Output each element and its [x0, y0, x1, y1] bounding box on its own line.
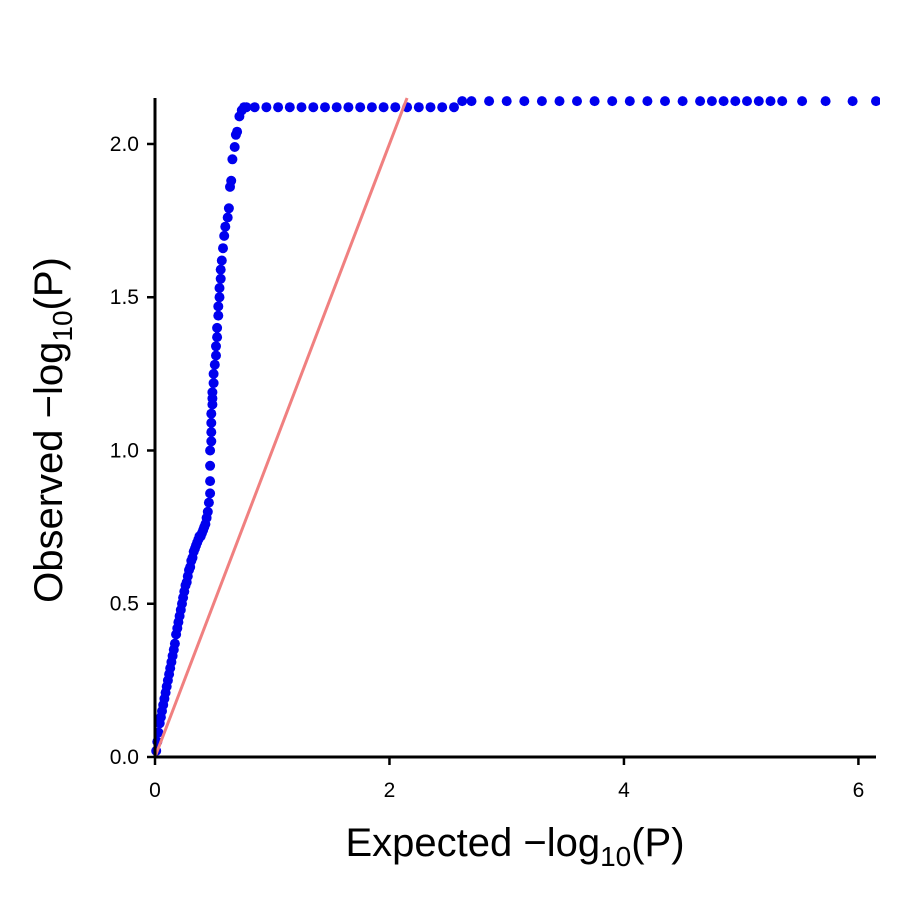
data-point: [205, 476, 216, 487]
reference-line: [153, 97, 409, 758]
data-point: [208, 378, 219, 389]
data-point: [169, 638, 180, 649]
data-point: [229, 142, 240, 152]
data-point: [730, 96, 741, 107]
data-point: [214, 292, 225, 303]
data-point: [624, 96, 635, 107]
data-point: [218, 243, 228, 254]
x-tick-label: 2: [384, 779, 396, 802]
data-point: [660, 96, 670, 107]
data-point: [706, 96, 717, 107]
data-point: [227, 154, 238, 165]
data-point: [797, 96, 808, 107]
data-point: [213, 301, 224, 312]
data-point: [206, 436, 217, 447]
data-point: [484, 96, 495, 107]
data-point: [607, 96, 618, 107]
data-point: [214, 283, 225, 293]
reference-line-layer: [153, 97, 409, 758]
data-point: [213, 310, 224, 321]
y-tick-label: 1.5: [110, 286, 139, 309]
data-point: [202, 506, 213, 517]
data-point: [223, 203, 234, 214]
data-point: [457, 96, 468, 107]
data-point: [216, 255, 227, 266]
data-point: [847, 96, 858, 107]
data-point: [536, 96, 547, 107]
data-point: [742, 96, 752, 107]
data-point: [209, 359, 220, 370]
data-point: [449, 102, 459, 113]
data-point: [206, 427, 217, 438]
data-point: [765, 96, 776, 107]
data-point: [241, 102, 252, 113]
data-point: [413, 102, 424, 113]
y-tick-label: 2.0: [110, 133, 139, 156]
data-point: [554, 96, 565, 107]
data-point: [425, 102, 436, 113]
data-point: [519, 96, 530, 107]
data-point: [677, 96, 688, 107]
points-layer: [151, 96, 880, 756]
data-point: [284, 102, 295, 113]
data-point: [777, 96, 788, 107]
x-tick-label: 6: [853, 779, 865, 802]
data-point: [211, 341, 221, 352]
data-point: [261, 102, 272, 113]
data-point: [206, 417, 217, 428]
data-point: [208, 368, 219, 379]
data-point: [466, 96, 477, 107]
data-point: [390, 102, 401, 113]
y-tick-label: 1.0: [110, 439, 139, 462]
data-point: [378, 102, 389, 113]
data-point: [222, 212, 233, 223]
axes-layer: 0 2 4 6 0.0 0.5 1.0 1.5 2.0: [110, 98, 876, 802]
data-point: [871, 96, 880, 107]
data-point: [212, 322, 223, 333]
data-point: [215, 264, 226, 275]
data-point: [249, 102, 260, 113]
data-point: [589, 96, 600, 107]
data-point: [366, 102, 377, 113]
data-point: [205, 445, 216, 456]
data-point: [718, 96, 729, 107]
data-point: [753, 96, 764, 107]
data-point: [695, 96, 706, 107]
data-point: [820, 96, 831, 107]
data-point: [273, 102, 284, 113]
data-point: [220, 221, 231, 232]
data-point: [211, 350, 221, 361]
data-point: [219, 230, 230, 241]
data-point: [343, 102, 354, 113]
data-point: [642, 96, 653, 107]
data-point: [205, 460, 216, 471]
y-axis-title: Observed −log10(P): [27, 257, 78, 603]
x-tick-label: 4: [618, 779, 630, 802]
data-point: [206, 408, 217, 419]
x-tick-label: 0: [149, 779, 161, 802]
data-point: [320, 102, 330, 113]
data-point: [215, 273, 226, 284]
data-point: [437, 102, 448, 113]
data-point: [226, 175, 237, 186]
data-point: [572, 96, 582, 107]
data-point: [207, 387, 218, 398]
data-point: [232, 126, 243, 137]
y-tick-label: 0.0: [110, 746, 139, 769]
x-axis-title: Expected −log10(P): [345, 821, 684, 872]
data-point: [296, 102, 307, 113]
data-point: [205, 488, 216, 499]
y-tick-label: 0.5: [110, 593, 139, 616]
data-point: [308, 102, 319, 113]
data-point: [501, 96, 512, 107]
data-point: [331, 102, 342, 113]
data-point: [212, 332, 223, 343]
data-point: [203, 497, 214, 508]
data-point: [355, 102, 366, 113]
